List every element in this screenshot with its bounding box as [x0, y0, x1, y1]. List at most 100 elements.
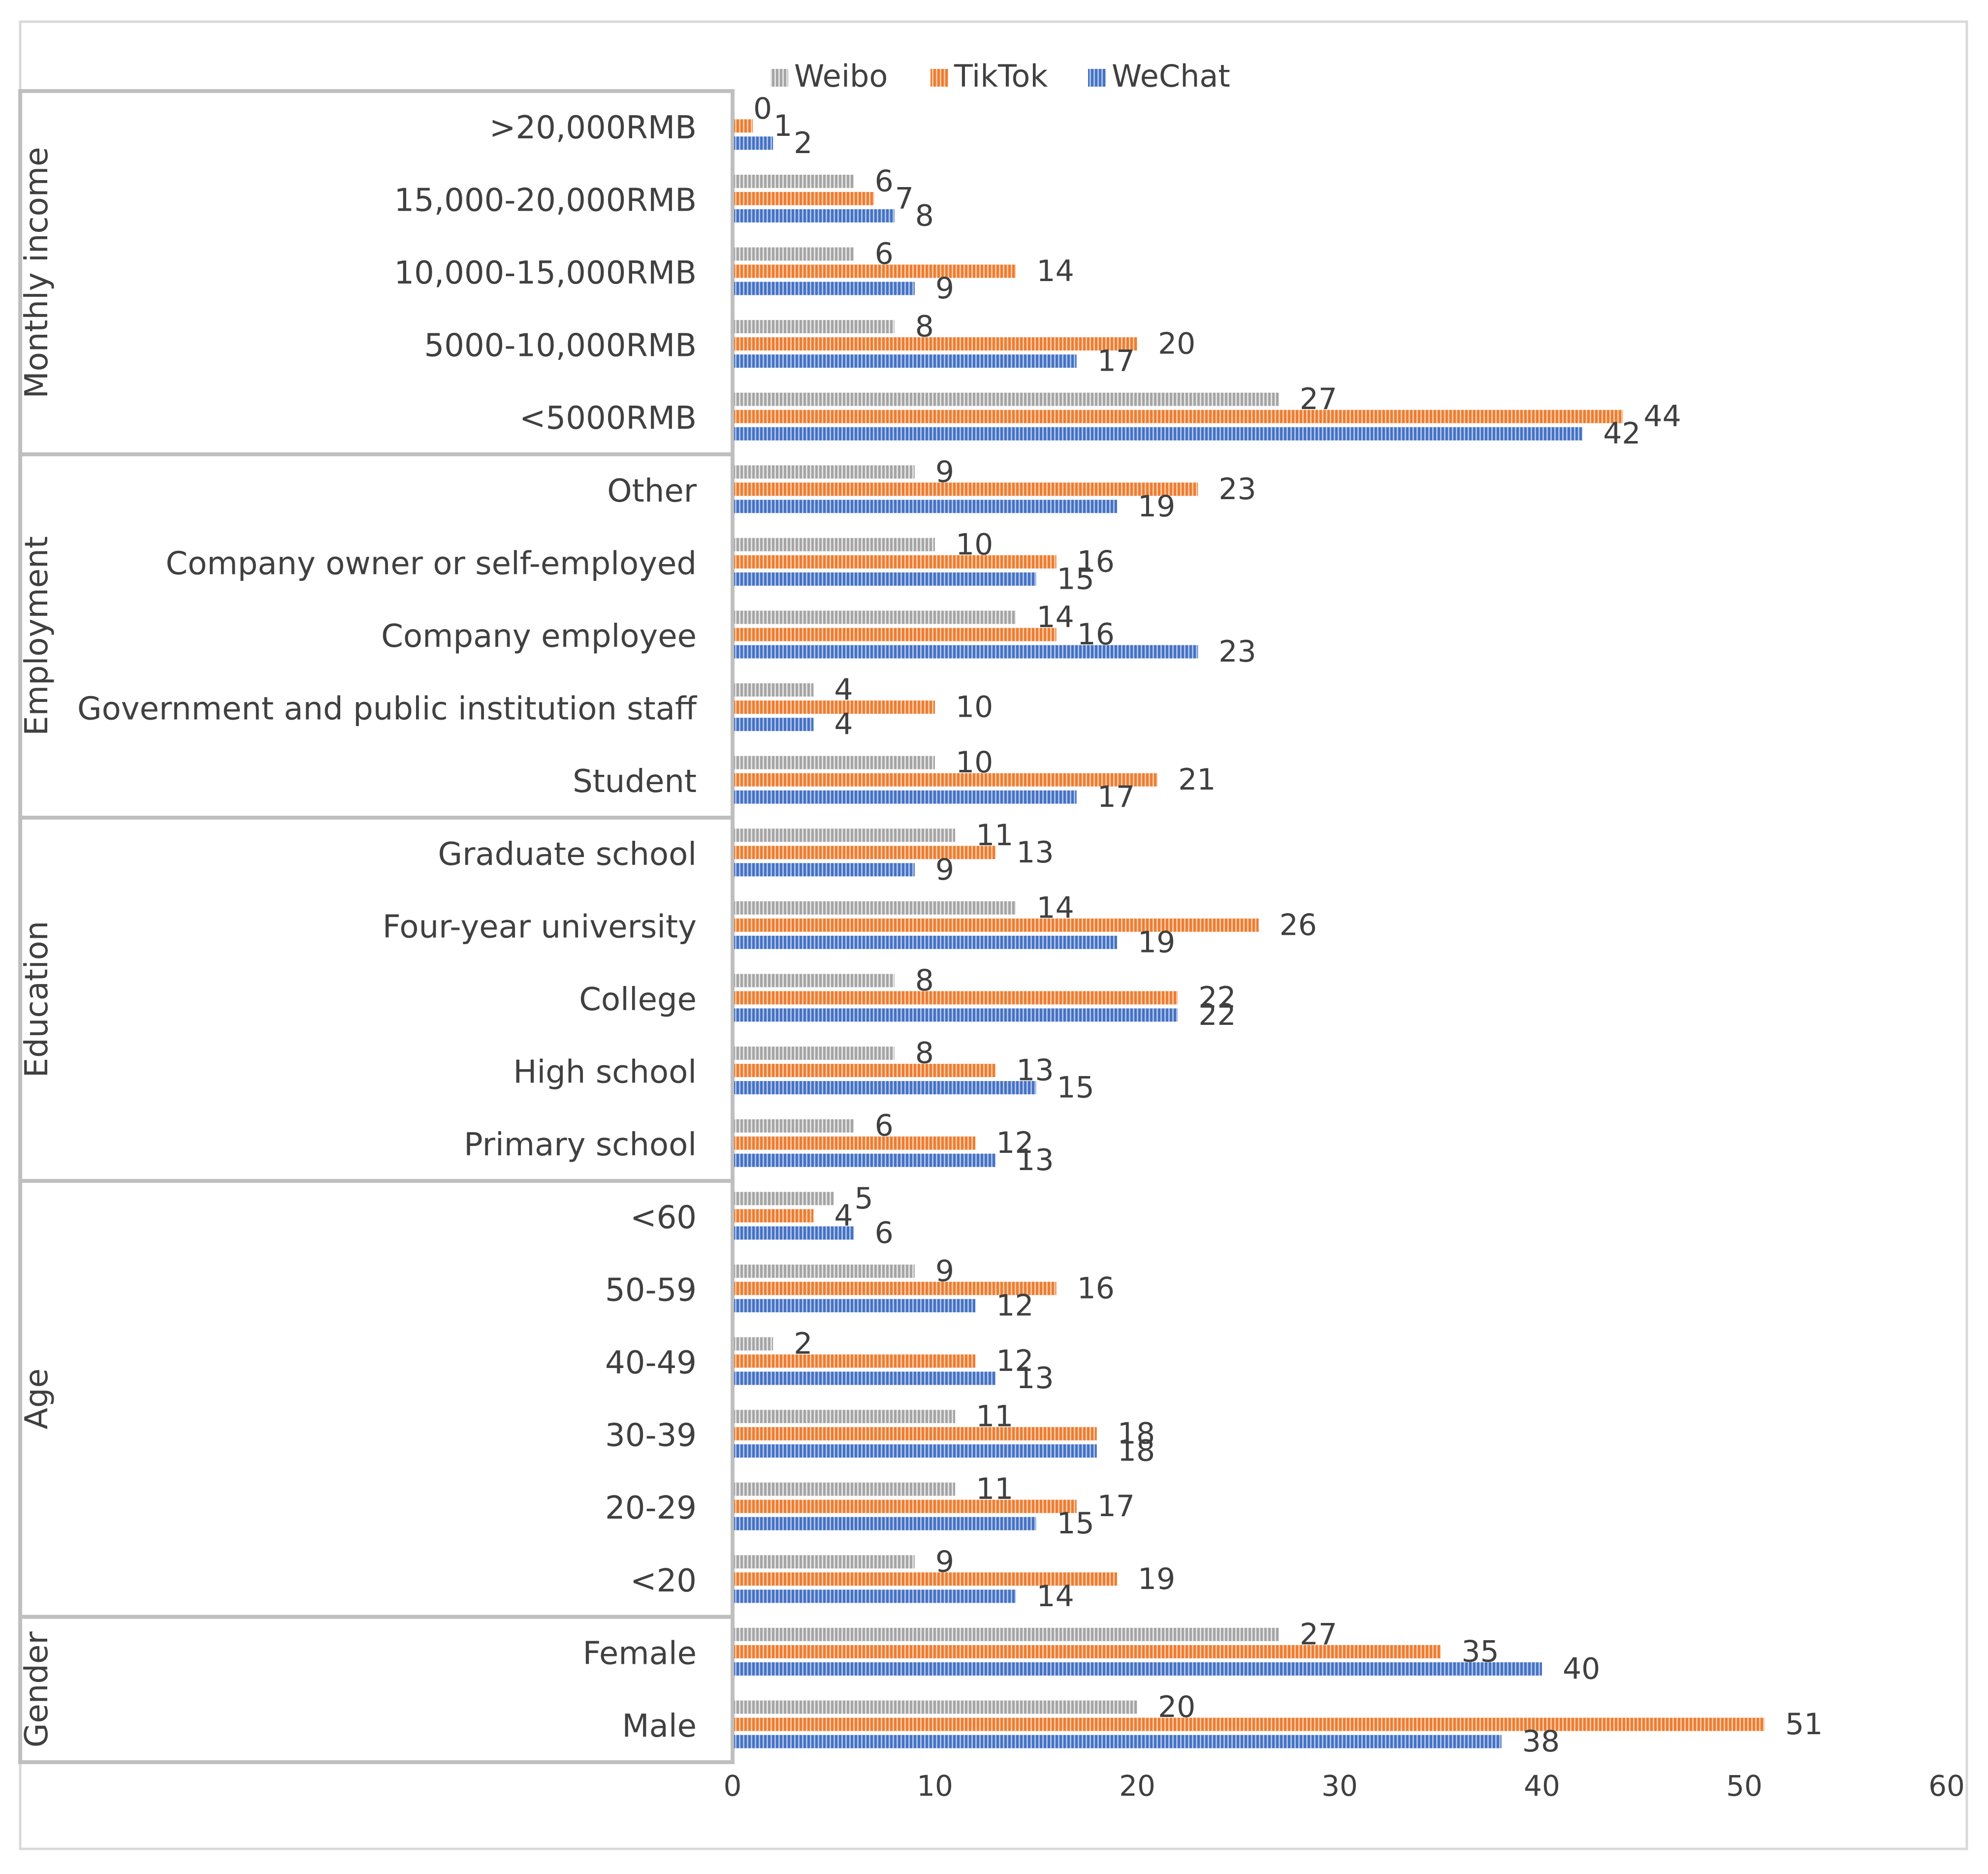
chart-frame — [19, 20, 1968, 1850]
category-label-40-49: 40-49 — [605, 1345, 697, 1381]
data-label-wechat-graduate-school: 9 — [935, 853, 954, 887]
category-label-graduate-school: Graduate school — [438, 836, 697, 873]
x-tick-40: 40 — [1524, 1769, 1560, 1803]
bar-wechat-primary-school — [733, 1153, 996, 1167]
bar-tiktok-20-29 — [733, 1499, 1077, 1513]
bar-tiktok-5000-10-000rmb — [733, 337, 1137, 351]
data-label-tiktok-primary-school: 12 — [996, 1126, 1033, 1160]
bar-tiktok-government-and-public-institution-staff — [733, 700, 935, 714]
bar-weibo-male — [733, 1700, 1137, 1714]
bar-weibo-government-and-public-institution-staff — [733, 683, 814, 697]
data-label-wechat-60: 6 — [875, 1216, 894, 1250]
data-label-tiktok-four-year-university: 26 — [1280, 908, 1317, 942]
bar-weibo-student — [733, 756, 935, 769]
bar-wechat-50-59 — [733, 1299, 976, 1312]
bar-weibo-60 — [733, 1192, 834, 1206]
data-label-tiktok-5000rmb: 44 — [1643, 399, 1681, 434]
data-label-wechat-male: 38 — [1522, 1724, 1560, 1759]
data-label-tiktok-male: 51 — [1785, 1707, 1823, 1742]
bar-weibo-graduate-school — [733, 828, 956, 842]
bar-wechat-20-000rmb — [733, 136, 773, 150]
bar-wechat-other — [733, 500, 1117, 513]
data-label-tiktok-20-29: 17 — [1097, 1489, 1135, 1524]
bar-wechat-company-owner-or-self-employed — [733, 572, 1036, 586]
data-label-tiktok-graduate-school: 13 — [1016, 835, 1054, 870]
bar-tiktok-15-000-20-000rmb — [733, 191, 874, 205]
bar-wechat-60 — [733, 1226, 854, 1240]
data-label-weibo-20: 9 — [935, 1545, 954, 1579]
bar-weibo-20-29 — [733, 1482, 956, 1496]
bar-wechat-20 — [733, 1589, 1016, 1603]
category-label-10-000-15-000rmb: 10,000-15,000RMB — [394, 255, 697, 291]
bar-weibo-50-59 — [733, 1264, 915, 1278]
bar-tiktok-50-59 — [733, 1281, 1057, 1295]
category-label-50-59: 50-59 — [605, 1272, 697, 1308]
data-label-wechat-female: 40 — [1563, 1652, 1600, 1686]
bar-wechat-20-29 — [733, 1517, 1036, 1530]
legend-label-tiktok: TikTok — [954, 58, 1048, 94]
bar-tiktok-30-39 — [733, 1427, 1097, 1441]
data-label-tiktok-female: 35 — [1462, 1634, 1499, 1669]
data-label-weibo-5000rmb: 27 — [1300, 382, 1337, 416]
bar-tiktok-60 — [733, 1209, 814, 1223]
category-label-college: College — [579, 982, 697, 1018]
data-label-tiktok-student: 21 — [1178, 762, 1216, 797]
category-label-60: <60 — [630, 1200, 697, 1236]
data-label-weibo-female: 27 — [1300, 1617, 1337, 1652]
bar-tiktok-primary-school — [733, 1136, 976, 1150]
bar-tiktok-male — [733, 1717, 1765, 1731]
data-label-tiktok-40-49: 12 — [996, 1344, 1033, 1378]
data-label-wechat-20-000rmb: 2 — [794, 126, 812, 160]
data-label-weibo-20-000rmb: 0 — [753, 92, 772, 126]
bar-weibo-primary-school — [733, 1119, 854, 1133]
data-label-wechat-5000-10-000rmb: 17 — [1097, 344, 1135, 379]
data-label-weibo-male: 20 — [1158, 1690, 1195, 1724]
x-tick-10: 10 — [917, 1769, 953, 1803]
data-label-wechat-government-and-public-institution-staff: 4 — [834, 707, 853, 742]
bar-wechat-high-school — [733, 1081, 1036, 1095]
bar-wechat-30-39 — [733, 1444, 1097, 1458]
bar-weibo-company-employee — [733, 610, 1016, 624]
bar-tiktok-graduate-school — [733, 846, 996, 859]
bar-wechat-company-employee — [733, 645, 1198, 659]
data-label-wechat-other: 19 — [1138, 489, 1175, 524]
bar-tiktok-student — [733, 773, 1158, 787]
bar-wechat-student — [733, 790, 1077, 804]
bar-wechat-5000-10-000rmb — [733, 354, 1077, 368]
legend-swatch-tiktok — [930, 69, 948, 87]
data-label-wechat-four-year-university: 19 — [1138, 925, 1175, 959]
legend: Weibo TikTok WeChat — [770, 58, 1230, 94]
data-label-weibo-company-employee: 14 — [1036, 600, 1074, 635]
data-label-tiktok-company-owner-or-self-employed: 16 — [1077, 544, 1115, 579]
category-labels: >20,000RMB 15,000-20,000RMB 10,000-15,000R… — [77, 110, 698, 1745]
data-label-tiktok-5000-10-000rmb: 20 — [1158, 327, 1195, 361]
category-label-30-39: 30-39 — [605, 1418, 697, 1454]
bar-weibo-10-000-15-000rmb — [733, 247, 854, 261]
bar-wechat-graduate-school — [733, 863, 915, 877]
data-label-wechat-10-000-15-000rmb: 9 — [935, 271, 954, 306]
data-label-weibo-other: 9 — [935, 455, 954, 489]
x-tick-60: 60 — [1928, 1769, 1965, 1803]
data-label-wechat-50-59: 12 — [996, 1288, 1033, 1323]
bar-wechat-5000rmb — [733, 427, 1583, 441]
category-label-female: Female — [583, 1635, 697, 1672]
x-axis: 0 10 20 30 40 50 60 — [724, 91, 1965, 1803]
bar-wechat-40-49 — [733, 1371, 996, 1385]
data-label-wechat-30-39: 18 — [1118, 1434, 1155, 1468]
category-label-high-school: High school — [513, 1054, 697, 1091]
group-label-monthly-income: Monthly income — [19, 147, 55, 399]
bar-weibo-other — [733, 465, 915, 479]
data-label-tiktok-60: 4 — [834, 1199, 853, 1233]
bar-weibo-5000rmb — [733, 392, 1279, 406]
category-label-company-employee: Company employee — [381, 618, 697, 655]
data-label-tiktok-company-employee: 16 — [1077, 617, 1115, 652]
bar-tiktok-20 — [733, 1572, 1117, 1586]
category-label-four-year-university: Four-year university — [383, 909, 697, 945]
data-label-tiktok-20-000rmb: 1 — [773, 109, 792, 143]
data-label-weibo-four-year-university: 14 — [1036, 890, 1074, 925]
data-label-weibo-30-39: 11 — [976, 1399, 1013, 1434]
data-label-tiktok-10-000-15-000rmb: 14 — [1036, 254, 1074, 288]
bar-tiktok-20-000rmb — [733, 119, 753, 133]
data-label-tiktok-30-39: 18 — [1118, 1417, 1155, 1451]
